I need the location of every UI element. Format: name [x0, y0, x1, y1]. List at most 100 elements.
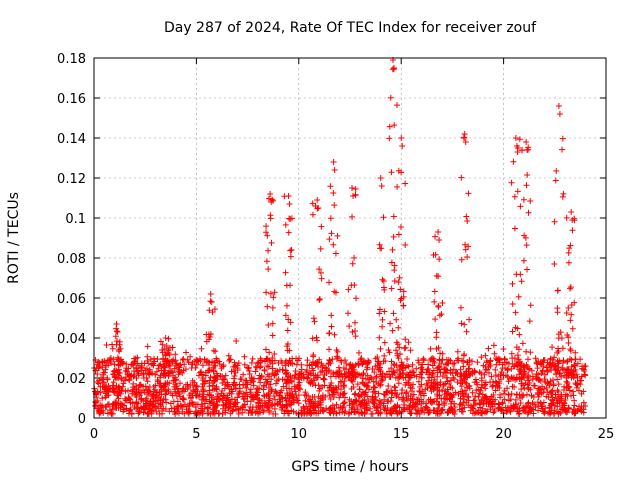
data-point [207, 391, 214, 398]
data-point [501, 396, 508, 403]
y-tick-label: 0 [78, 412, 86, 427]
data-point [427, 357, 434, 364]
data-point [199, 383, 206, 390]
data-point [358, 355, 365, 362]
data-point [566, 387, 573, 394]
data-point [295, 400, 302, 407]
data-point [525, 209, 532, 216]
data-point [425, 410, 432, 417]
data-point [206, 367, 213, 374]
data-point [469, 389, 476, 396]
data-point [447, 384, 454, 391]
data-point [147, 398, 154, 405]
data-point [463, 380, 470, 387]
data-point [287, 253, 294, 260]
data-point [435, 229, 442, 235]
data-point [545, 410, 552, 417]
data-point [102, 384, 109, 391]
data-point [580, 409, 587, 416]
data-point [438, 311, 445, 318]
data-point [367, 405, 374, 412]
data-point [110, 379, 117, 386]
data-point [482, 379, 489, 386]
data-point [228, 390, 235, 397]
data-point [516, 405, 523, 412]
data-point [333, 347, 340, 354]
data-point [571, 372, 578, 379]
data-point [195, 358, 202, 365]
data-point [535, 407, 542, 414]
data-point [166, 351, 173, 358]
data-point [350, 193, 357, 199]
data-point [283, 397, 290, 404]
data-point [283, 385, 290, 392]
data-point [458, 408, 465, 415]
data-point [477, 410, 484, 417]
data-point [388, 365, 395, 372]
data-point [348, 365, 355, 372]
data-point [116, 348, 123, 355]
data-point [505, 378, 512, 385]
data-point [355, 360, 362, 367]
data-point [392, 408, 399, 415]
data-point [271, 351, 278, 358]
data-point [134, 404, 141, 411]
data-point [166, 361, 173, 368]
data-point [465, 383, 472, 390]
data-point [158, 403, 165, 410]
data-point [462, 246, 469, 253]
data-point [279, 366, 286, 373]
data-point [373, 404, 380, 411]
data-point [275, 359, 282, 366]
data-point [182, 366, 189, 373]
data-point [203, 396, 210, 403]
data-point [253, 389, 260, 396]
data-point [463, 213, 470, 220]
data-point [373, 405, 380, 412]
data-point [436, 410, 443, 417]
data-point [407, 402, 414, 409]
data-point [162, 391, 169, 398]
data-point [135, 362, 142, 369]
data-point [376, 365, 383, 372]
data-point [283, 343, 290, 350]
data-point [544, 368, 551, 375]
data-point [165, 335, 172, 342]
data-point [306, 369, 313, 376]
data-point [300, 373, 307, 380]
data-point [176, 393, 183, 400]
data-point [346, 323, 353, 330]
data-point [151, 355, 158, 362]
data-point [267, 191, 274, 197]
data-point [564, 393, 571, 400]
data-point [387, 94, 394, 101]
data-point [460, 392, 467, 399]
data-point [349, 213, 356, 220]
data-point [422, 386, 429, 393]
x-tick-label: 5 [192, 427, 200, 442]
data-point [451, 400, 458, 407]
data-point [161, 364, 168, 371]
data-point [415, 359, 422, 366]
data-point [388, 285, 395, 292]
data-point [158, 386, 165, 393]
data-point [175, 410, 182, 417]
data-point [404, 362, 411, 369]
data-point [361, 410, 368, 417]
data-point [368, 410, 375, 417]
data-point [266, 395, 273, 402]
data-point [100, 379, 107, 386]
data-point [165, 369, 172, 376]
data-point [396, 274, 403, 281]
data-point [450, 374, 457, 381]
data-point [343, 360, 350, 367]
data-point [424, 366, 431, 373]
data-point [465, 243, 472, 250]
data-point [165, 347, 172, 354]
data-point [551, 218, 558, 225]
data-point [472, 376, 479, 383]
data-point [318, 223, 325, 230]
data-point [302, 397, 309, 404]
data-point [131, 358, 138, 365]
data-point [431, 288, 438, 295]
